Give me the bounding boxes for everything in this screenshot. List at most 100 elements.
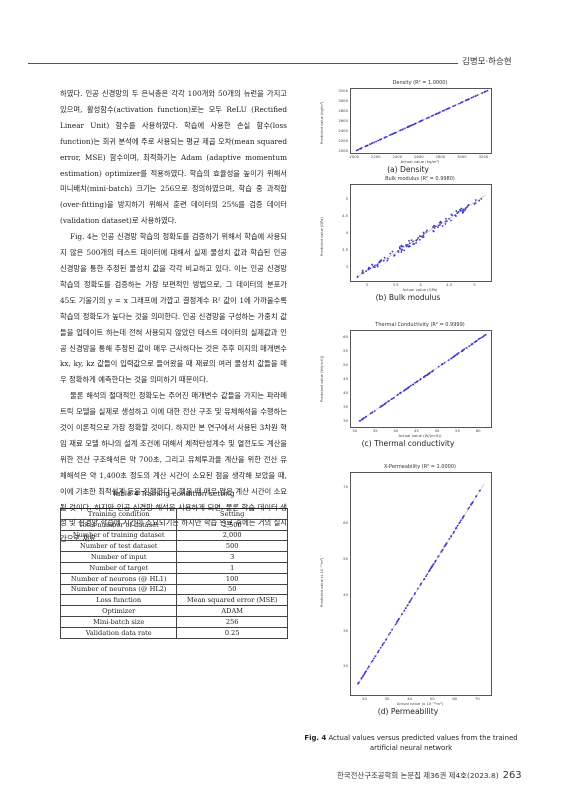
chart-panel: X-Permeability (R² = 1.0000) 20 30 40 50 60 70…	[304, 462, 512, 736]
data-point	[356, 148, 359, 151]
data-point	[410, 239, 413, 242]
table-cell-condition: Number of neurons (@ HL1)	[59, 572, 178, 585]
data-point	[414, 122, 417, 125]
table-row: Number of target 1	[59, 561, 288, 574]
data-point	[439, 224, 441, 226]
footer-journal: 한국전산구조공학회 논문집 제36권 제4호(2023.8)	[337, 771, 499, 780]
data-point	[373, 141, 375, 144]
data-point	[404, 388, 407, 391]
x-tick-label: 3	[365, 282, 368, 287]
data-point	[412, 243, 415, 246]
y-tick-label: 30	[343, 418, 348, 424]
data-point	[454, 214, 456, 217]
x-axis-label: Actual value (kg/m³)	[400, 159, 440, 164]
table-header-setting: Setting	[176, 508, 288, 520]
data-point	[377, 139, 379, 142]
data-point	[455, 527, 458, 529]
data-point	[419, 238, 421, 241]
data-point	[382, 259, 385, 262]
y-axis-label: Predicted value (x 10⁻¹¹m²)	[320, 557, 324, 607]
data-point	[400, 249, 403, 252]
x-axis-label: Actual value (x 10⁻¹¹m²)	[396, 701, 444, 706]
data-point	[445, 108, 447, 111]
x-tick-label: 60	[452, 696, 458, 701]
data-point	[365, 415, 368, 418]
x-tick-label: 20	[362, 696, 367, 701]
y-axis-label: Predicted value (kg/m³)	[320, 101, 324, 144]
data-point	[381, 643, 384, 645]
data-point	[437, 365, 440, 368]
data-point	[460, 101, 463, 104]
data-point	[404, 607, 407, 610]
data-point	[467, 98, 469, 101]
paragraph-2: Fig. 4는 인공 신경망 학습의 정확도를 검증하기 위해서 학습에 사용되…	[60, 232, 287, 385]
table-cell-condition: Loss function	[59, 594, 178, 607]
data-point	[366, 667, 369, 670]
x-tick-label: 50	[434, 428, 440, 433]
data-point	[405, 245, 408, 248]
data-point	[410, 124, 413, 127]
header-rule	[28, 63, 458, 64]
data-point	[408, 242, 411, 245]
x-tick-label: 5	[473, 282, 476, 287]
data-point	[426, 229, 428, 232]
table-cell-condition: Number of test dataset	[59, 540, 178, 553]
x-tick-label: 30	[352, 428, 358, 433]
data-point	[470, 96, 473, 99]
data-point	[461, 212, 464, 214]
y-tick-label: 30	[343, 627, 348, 633]
data-point	[475, 495, 477, 498]
data-point	[369, 412, 372, 415]
data-point	[463, 210, 465, 212]
data-point	[437, 224, 440, 227]
data-point	[441, 548, 444, 551]
data-point	[358, 420, 361, 422]
data-point	[419, 120, 422, 123]
data-point	[400, 251, 403, 253]
scatter-plot	[358, 333, 488, 422]
data-point	[445, 542, 448, 545]
data-point	[447, 359, 450, 361]
data-point	[466, 206, 468, 209]
panel-caption: (a) Density	[387, 165, 429, 174]
y-tick-label: 60	[343, 520, 348, 526]
data-point	[408, 245, 411, 247]
data-point	[451, 214, 454, 217]
data-point	[376, 265, 379, 268]
plot-area	[350, 330, 492, 428]
data-point	[371, 263, 373, 266]
page-footer: 한국전산구조공학회 논문집 제36권 제4호(2023.8) 263	[337, 770, 522, 781]
data-point	[420, 582, 422, 585]
data-point	[379, 138, 381, 141]
data-point	[412, 383, 414, 386]
table-row: Loss function Mean squared error (MSE)	[59, 594, 288, 607]
data-point	[434, 225, 437, 228]
x-tick-label: 2400	[392, 154, 403, 159]
data-point	[406, 244, 409, 246]
plot-area	[350, 184, 492, 282]
data-point	[378, 260, 381, 263]
data-point	[400, 244, 403, 247]
table-row: Validation data rate 0.25	[59, 626, 288, 639]
data-point	[416, 238, 419, 241]
y-tick-label: 2800	[338, 108, 348, 114]
data-point	[468, 506, 471, 509]
data-point	[384, 136, 386, 139]
x-tick-label: 50	[429, 696, 435, 701]
data-point	[391, 397, 394, 400]
data-point	[445, 217, 447, 220]
data-point	[473, 203, 476, 205]
data-point	[440, 550, 443, 553]
data-point	[385, 135, 388, 138]
data-point	[357, 681, 360, 684]
data-point	[386, 259, 389, 262]
data-point	[379, 406, 382, 409]
data-point	[389, 252, 392, 255]
x-axis-label: Actual value (GPa)	[402, 287, 438, 292]
data-point	[393, 254, 395, 257]
data-point	[415, 380, 418, 383]
data-point	[385, 401, 388, 404]
data-point	[452, 105, 455, 108]
chart-panel: Thermal Conductivity (R² = 0.9999) 30 35 40…	[304, 320, 512, 460]
data-point	[461, 517, 464, 519]
